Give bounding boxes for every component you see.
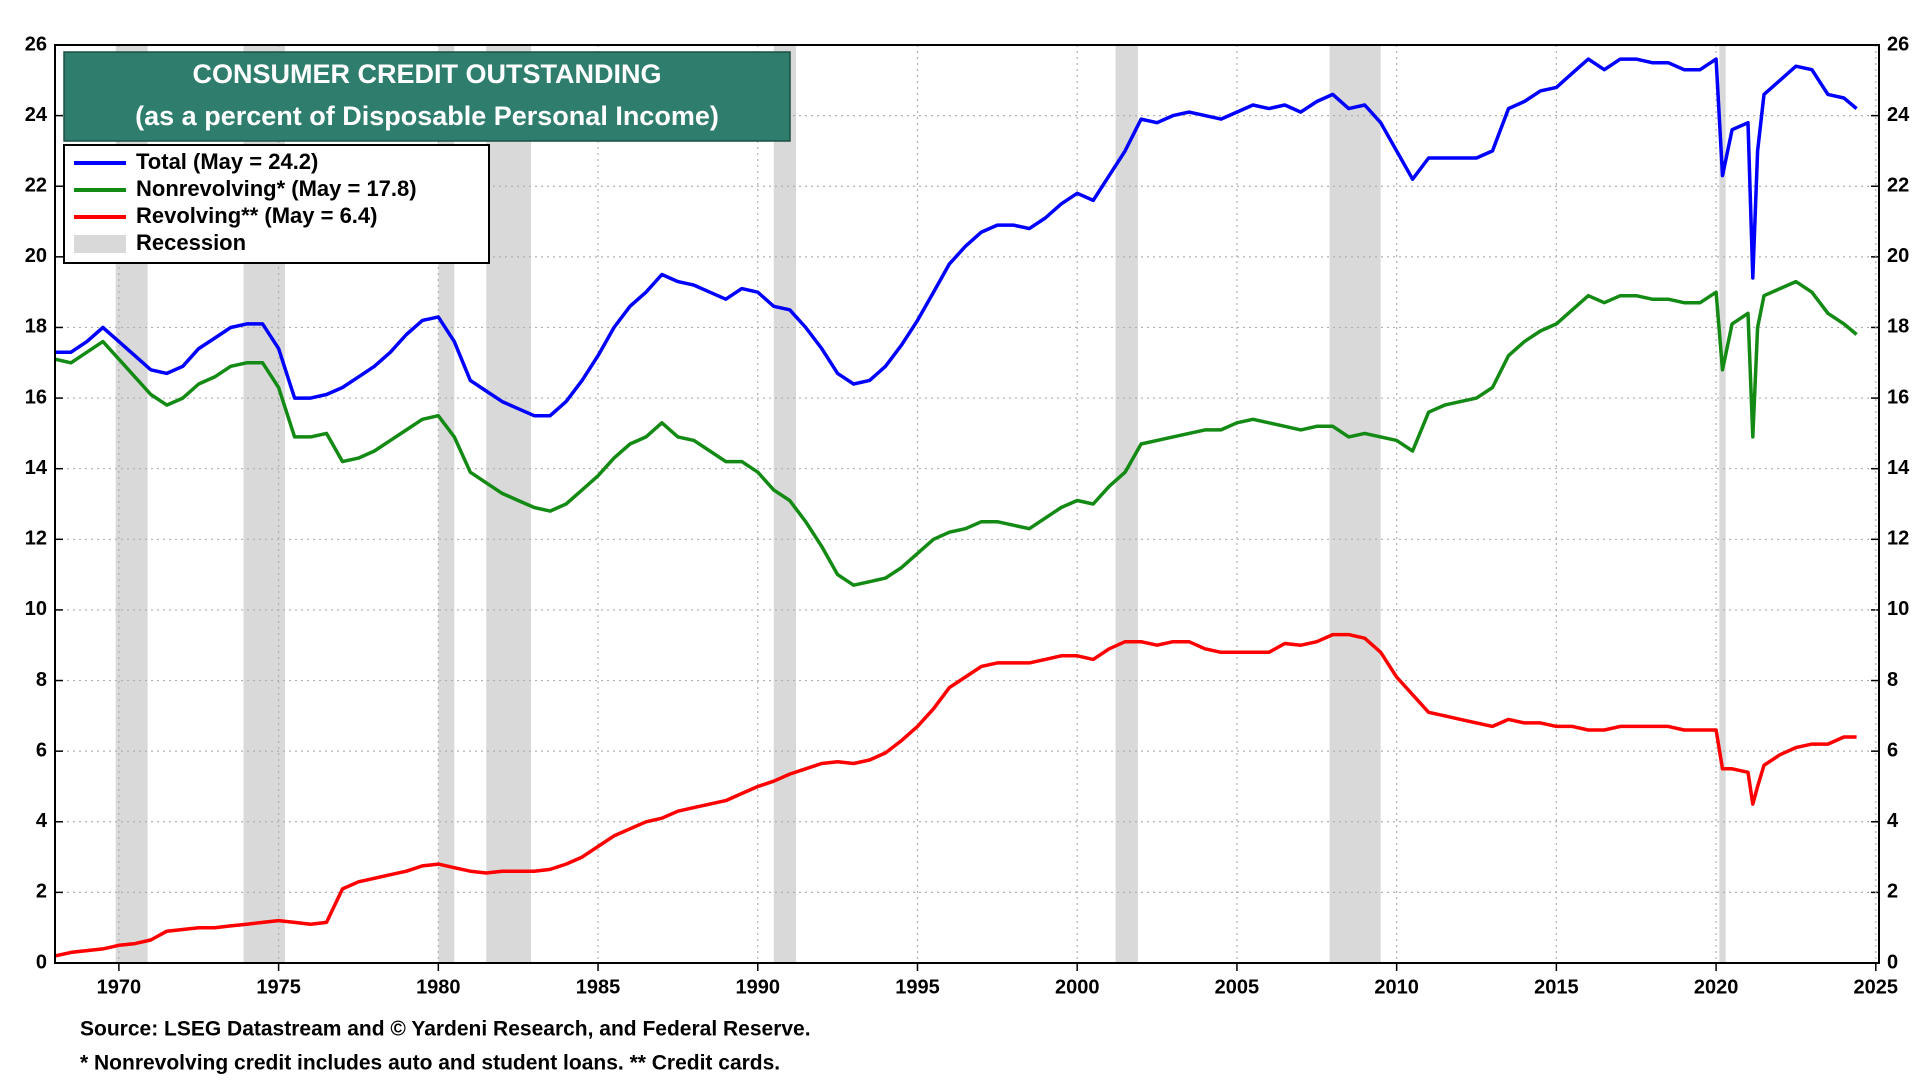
y-tick-label: 0: [36, 951, 47, 973]
recession-band: [438, 45, 455, 963]
y-tick-label: 24: [25, 104, 48, 126]
plot-frame: [54, 44, 1880, 964]
x-tick-label: 2000: [1055, 976, 1100, 998]
x-tick-label: 2025: [1854, 976, 1899, 998]
chart-title: CONSUMER CREDIT OUTSTANDING: [193, 59, 662, 89]
y-tick-label: 4: [36, 810, 48, 832]
y2-tick-label: 0: [1887, 951, 1898, 973]
x-tick-label: 1970: [97, 976, 142, 998]
y2-tick-label: 10: [1887, 598, 1909, 620]
y-tick-label: 18: [25, 316, 47, 338]
y2-tick-label: 26: [1887, 33, 1909, 55]
x-tick-label: 2005: [1215, 976, 1260, 998]
legend-box: [63, 144, 490, 264]
y2-tick-label: 16: [1887, 386, 1909, 408]
y-tick-label: 14: [25, 457, 48, 479]
x-tick-label: 2010: [1374, 976, 1419, 998]
recession-band: [1115, 45, 1138, 963]
series-line: [54, 279, 1858, 587]
x-tick-label: 1990: [736, 976, 781, 998]
legend-layer: CONSUMER CREDIT OUTSTANDING (as a percen…: [63, 51, 791, 264]
series-line: [54, 632, 1857, 958]
legend-label: Recession: [136, 230, 246, 255]
x-tick-label: 1975: [256, 976, 301, 998]
source-note: Source: LSEG Datastream and © Yardeni Re…: [80, 1018, 811, 1041]
x-tick-label: 1985: [576, 976, 621, 998]
x-tick-label: 1980: [416, 976, 461, 998]
footnote: * Nonrevolving credit includes auto and …: [80, 1052, 780, 1075]
y-tick-label: 6: [36, 739, 47, 761]
legend-label: Total (May = 24.2): [136, 149, 318, 174]
recession-band: [1329, 45, 1381, 963]
y-tick-label: 22: [25, 175, 47, 197]
y-tick-label: 12: [25, 528, 47, 550]
chart-subtitle: (as a percent of Disposable Personal Inc…: [135, 101, 719, 131]
y2-tick-label: 2: [1887, 881, 1898, 903]
line-layer: [54, 57, 1858, 958]
y-tick-label: 2: [36, 881, 47, 903]
y2-tick-label: 12: [1887, 528, 1909, 550]
y2-tick-label: 6: [1887, 739, 1898, 761]
y2-tick-label: 8: [1887, 669, 1898, 691]
y-tick-label: 20: [25, 245, 47, 267]
y-tick-label: 26: [25, 33, 47, 55]
recession-band: [773, 45, 797, 963]
y2-tick-label: 14: [1887, 457, 1910, 479]
y-tick-label: 10: [25, 598, 47, 620]
y-tick-label: 8: [36, 669, 47, 691]
title-box: [63, 51, 791, 142]
legend-swatch: [74, 235, 126, 253]
series-line: [55, 57, 1858, 418]
x-tick-label: 2015: [1534, 976, 1579, 998]
y2-tick-label: 4: [1887, 810, 1899, 832]
y2-tick-label: 22: [1887, 175, 1909, 197]
legend-label: Revolving** (May = 6.4): [136, 203, 377, 228]
y2-tick-label: 18: [1887, 316, 1909, 338]
recession-band: [1719, 45, 1726, 963]
x-tick-label: 2020: [1694, 976, 1739, 998]
y2-tick-label: 20: [1887, 245, 1909, 267]
y2-tick-label: 24: [1887, 104, 1910, 126]
x-tick-label: 1995: [895, 976, 940, 998]
legend-label: Nonrevolving* (May = 17.8): [136, 176, 417, 201]
y-tick-label: 16: [25, 386, 47, 408]
